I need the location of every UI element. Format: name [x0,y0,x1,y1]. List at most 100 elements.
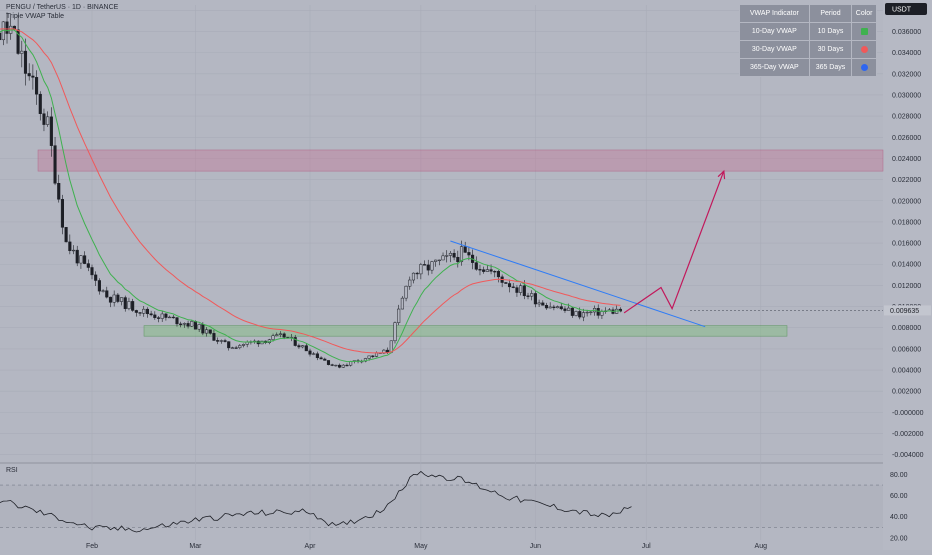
candle-body-down [452,252,456,258]
candle-body-down [164,313,168,318]
price-axis-background [883,0,932,550]
candle-body-down [315,353,319,359]
vwap-row-period: 30 Days [808,40,853,59]
candle-body-down [49,116,53,146]
rsi-title: RSI [6,467,18,474]
candle-body-down [541,302,545,306]
candle-body-up [142,308,146,314]
x-tick-label: Mar [189,543,202,550]
candle-body-down [64,227,68,243]
candle-body-up [278,333,282,335]
candle-body-down [171,316,175,319]
y-tick-label: -0.000000 [892,410,924,417]
candle-body-down [145,308,149,315]
candle-body-up [341,364,345,368]
candle-body-down [38,93,42,114]
candle-body-down [570,307,574,316]
candle-body-down [496,271,500,278]
candle-body-up [79,255,83,264]
candle-body-down [526,295,530,297]
y-tick-label: 0.030000 [892,92,921,99]
candle-body-down [216,340,220,342]
candle-body-up [312,353,316,355]
candle-body-down [234,347,238,349]
candle-body-up [537,302,541,305]
candle-body-up [182,323,186,325]
candle-body-up [230,347,234,349]
candle-body-up [20,50,24,54]
candle-body-down [83,255,87,264]
candle-body-down [507,283,512,288]
candle-body-down [90,267,94,276]
vwap-row-color [851,22,877,41]
candle-body-up [519,285,523,293]
candle-body-down [94,274,98,281]
rsi-tick-label: 40.00 [890,514,908,521]
y-tick-label: 0.006000 [892,346,921,353]
rsi-band [0,485,883,528]
candle-body-up [275,334,279,336]
descending-trendline [450,240,706,328]
candle-body-down [5,21,9,34]
vwap-row-name: 10-Day VWAP [739,22,810,41]
candle-body-up [238,345,242,349]
candle-body-down [504,282,508,284]
candle-body-up [548,306,552,309]
x-tick-label: Apr [305,543,317,550]
vwap-row-color [851,40,877,59]
candle-body-up [46,116,50,125]
candle-body-down [138,312,142,314]
rsi-line [0,470,632,533]
candle-body-down [282,333,286,338]
y-tick-label: 0.036000 [892,29,921,36]
candle-body-down [308,350,312,355]
y-tick-label: 0.008000 [892,325,921,332]
candle-body-down [371,355,375,357]
y-tick-label: -0.004000 [892,452,924,459]
candle-body-up [589,311,593,314]
candle-body-up [271,335,275,340]
blue-circle-icon [860,63,868,71]
candle-body-down [60,199,64,228]
candle-body-up [190,321,194,327]
candle-body-up [400,297,404,310]
candle-body-down [149,313,153,316]
candle-body-down [338,364,342,368]
candle-body-down [423,264,427,266]
candle-body-down [97,280,101,292]
x-tick-label: May [414,543,428,550]
projection-path [623,170,725,314]
resistance-zone [37,149,884,172]
candle-body-down [386,349,390,353]
candle-body-down [456,256,460,263]
candle-body-down [552,306,556,309]
vwap-row-period: 10 Days [808,22,853,41]
candle-body-down [478,269,482,271]
candle-body-up [127,301,131,309]
candle-body-down [304,345,308,352]
vwap-table-row: 365-Day VWAP 365 Days [739,58,877,77]
candle-body-up [434,259,438,262]
candle-body-up [556,306,560,309]
candle-body-up [241,344,246,346]
candle-body-down [68,241,72,251]
candle-body-up [334,364,338,367]
vwap-10-line [0,29,621,363]
candle-body-up [101,290,105,292]
current-price-badge [884,305,931,316]
candle-body-down [467,252,471,256]
y-tick-label: 0.018000 [892,219,921,226]
candle-body-down [596,308,600,316]
currency-badge [885,3,927,15]
vwap-table-header: VWAP Indicator Period Color [739,4,877,23]
candle-body-down [175,317,179,325]
vwap-row-name: 30-Day VWAP [739,40,810,59]
candle-body-down [330,364,334,366]
x-tick-label: Jun [530,543,541,550]
candle-body-up [301,345,305,348]
candle-body-down [105,290,109,298]
vwap-table-header-color: Color [851,4,877,23]
candle-body-down [27,73,31,77]
